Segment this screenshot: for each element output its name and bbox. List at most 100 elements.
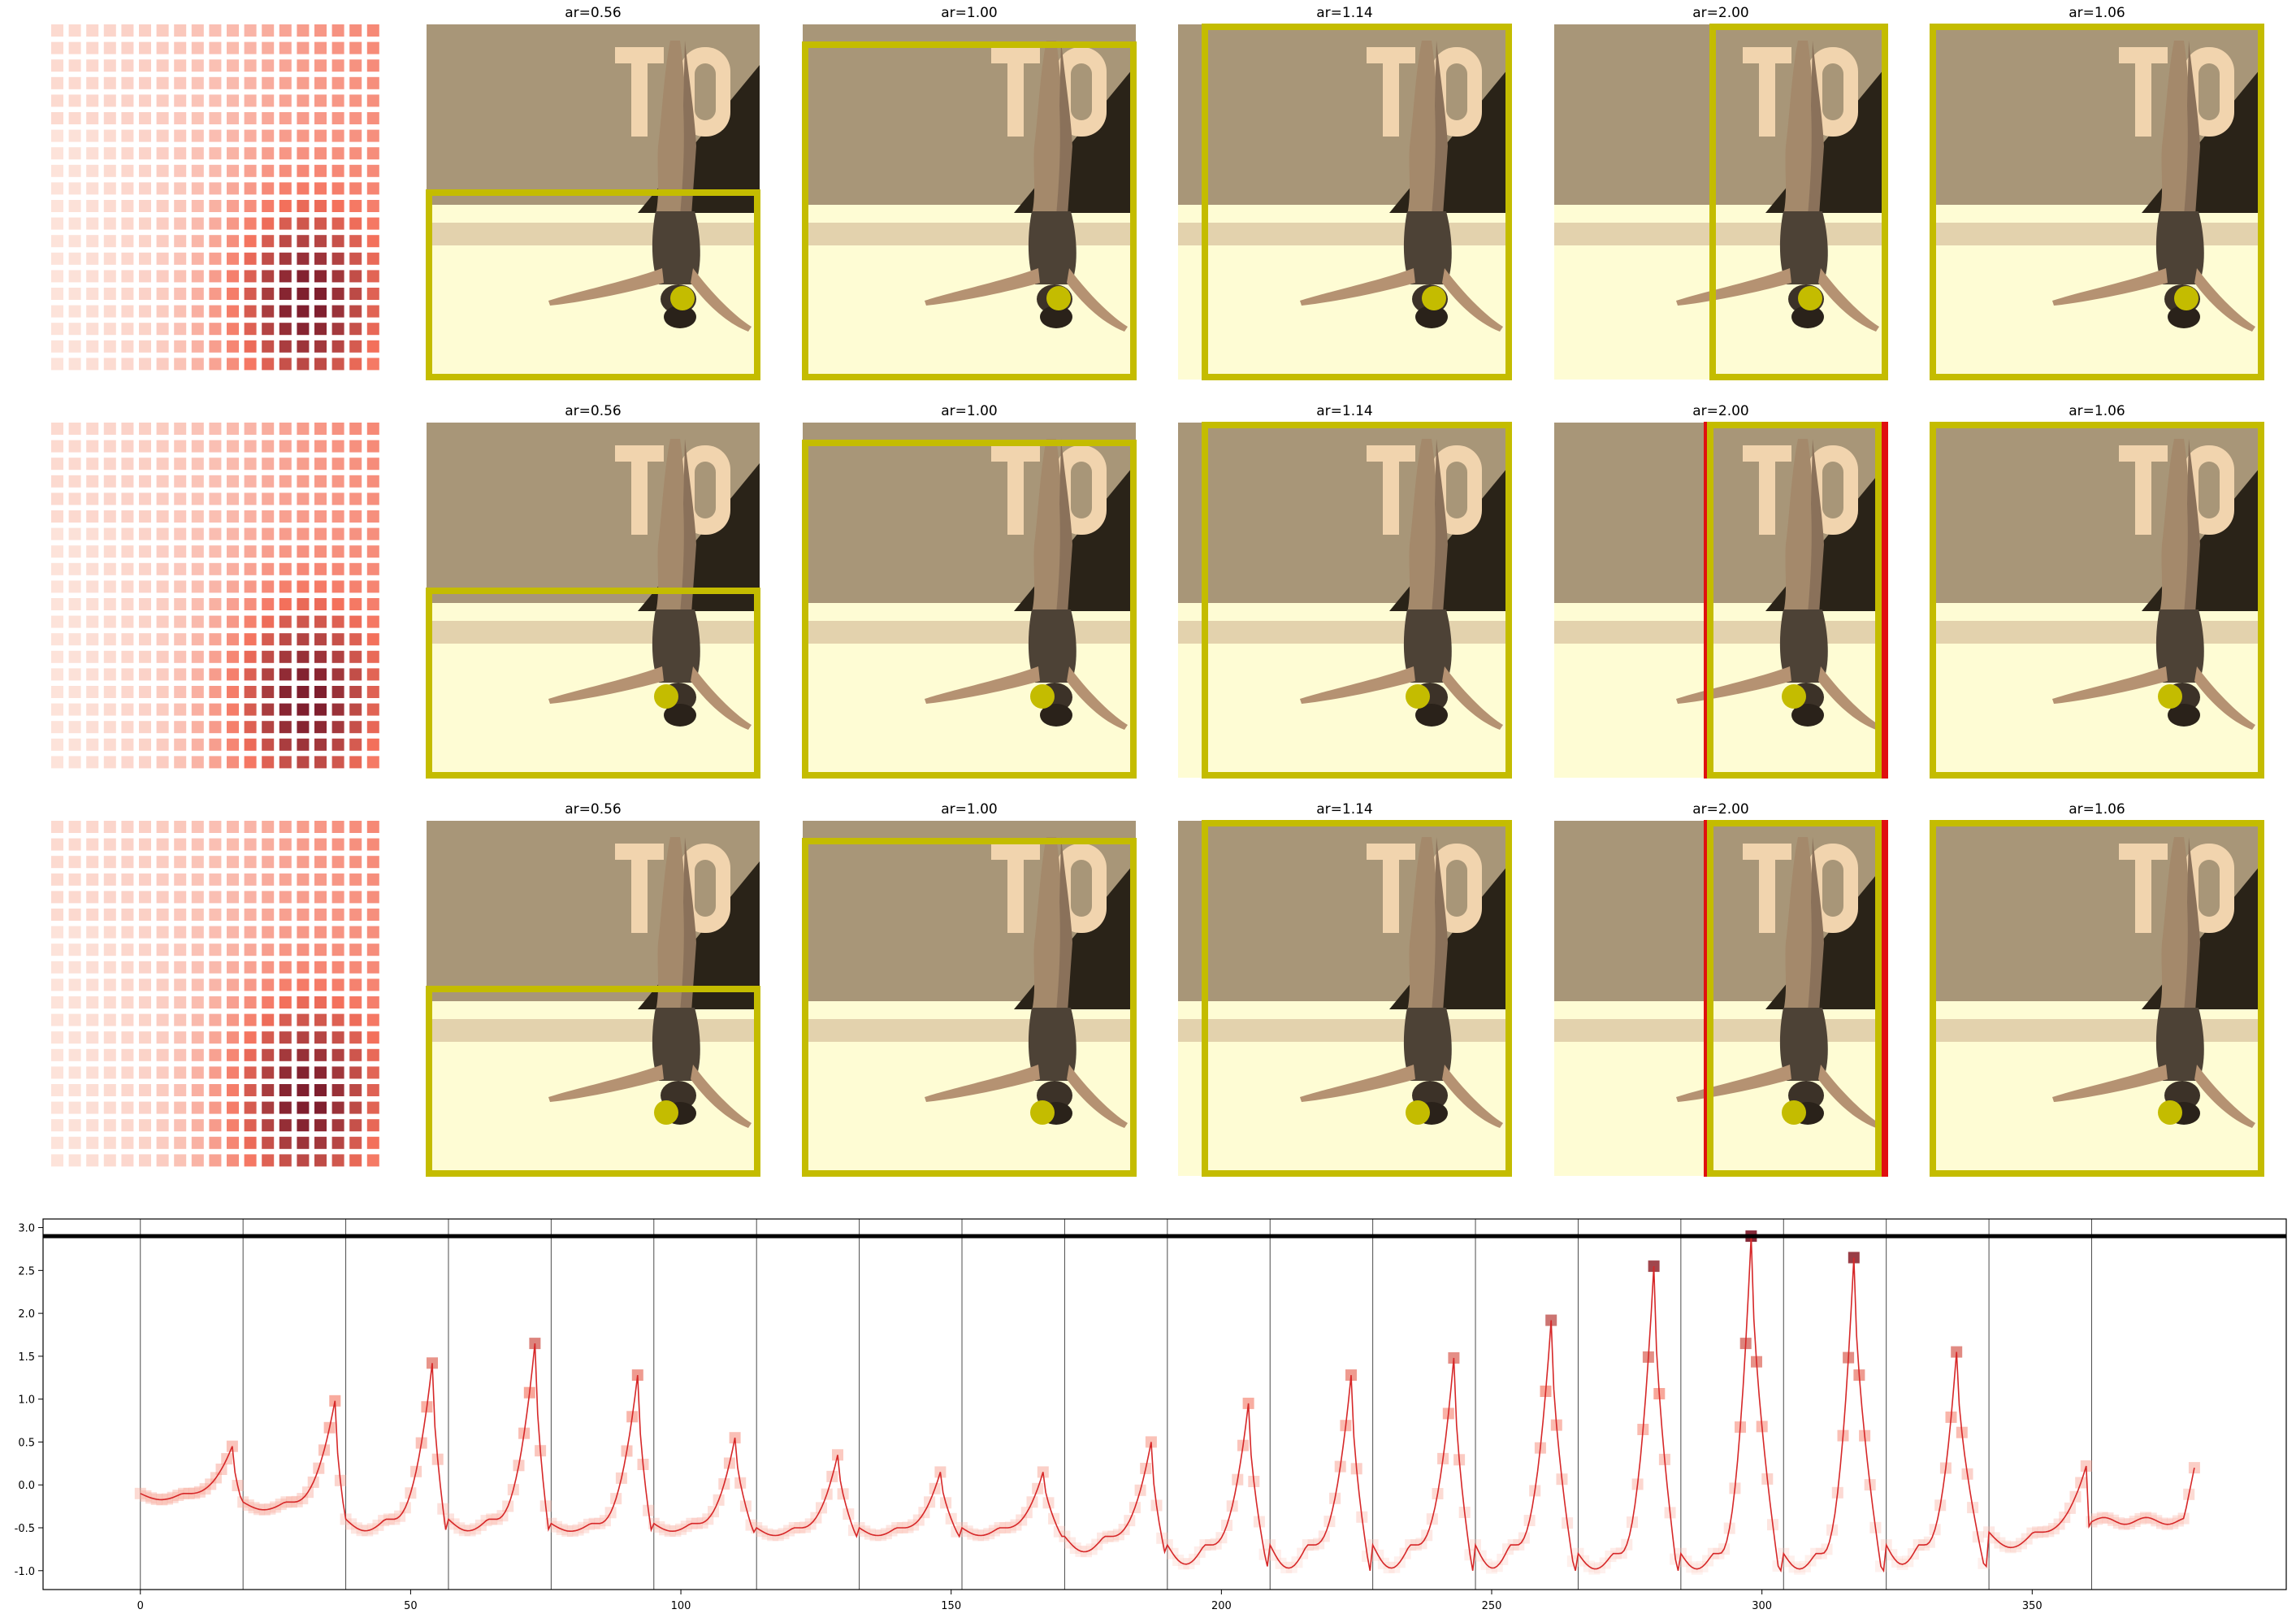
heatmap-cell [139, 59, 151, 72]
photo-panel: ar=2.00 [1554, 5, 1888, 380]
heatmap-cell [68, 1119, 81, 1132]
heatmap-cell [209, 217, 222, 230]
heatmap-cell [209, 112, 222, 124]
heatmap-cell [227, 1136, 239, 1149]
heatmap-cell [209, 527, 222, 540]
heatmap-cell [262, 323, 275, 336]
heatmap-cell [68, 147, 81, 160]
heatmap-cell [297, 996, 310, 1009]
heatmap-cell [331, 909, 344, 921]
heatmap-cell [68, 943, 81, 956]
heatmap-cell [314, 703, 327, 716]
heatmap-cell [227, 996, 239, 1009]
heatmap-cell [227, 961, 239, 974]
heatmap-cell [51, 650, 63, 663]
heatmap-cell [209, 41, 222, 54]
heatmap-cell [349, 59, 362, 72]
heatmap-cell [86, 580, 99, 593]
heatmap-cell [121, 458, 134, 471]
floor-stripe [1178, 1019, 1511, 1042]
heatmap-cell [349, 510, 362, 523]
heatmap-cell [103, 305, 116, 318]
heatmap-cell [121, 182, 134, 195]
heatmap-cell [314, 41, 327, 54]
heatmap-cell [366, 838, 379, 851]
heatmap-cell [262, 1136, 275, 1149]
heatmap-cell [103, 94, 116, 107]
heatmap-cell [227, 703, 239, 716]
heatmap-cell [191, 580, 204, 593]
heatmap-cell [297, 738, 310, 751]
heatmap-cell [297, 1119, 310, 1132]
heatmap-cell [156, 323, 169, 336]
heatmap-cell [121, 147, 134, 160]
heatmap-cell [174, 598, 187, 610]
heatmap-cell [103, 527, 116, 540]
heatmap-cell [314, 147, 327, 160]
heatmap-cell [244, 423, 257, 435]
heatmap-cell [314, 76, 327, 89]
photo-panel: ar=1.14 [1178, 403, 1512, 779]
x-tick-label: 150 [941, 1600, 961, 1612]
heatmap-cell [227, 252, 239, 265]
heatmap-cell [366, 1066, 379, 1079]
heatmap-cell [331, 510, 344, 523]
heatmap-cell [279, 288, 292, 300]
heatmap-cell [156, 650, 169, 663]
heatmap-cell [86, 147, 99, 160]
heatmap-cell [209, 891, 222, 904]
heatmap-cell [121, 41, 134, 54]
heatmap-cell [174, 510, 187, 523]
heatmap-cell [68, 580, 81, 593]
heatmap-cell [366, 926, 379, 939]
heatmap-cell [262, 270, 275, 283]
heatmap-cell [139, 615, 151, 628]
heatmap-cell [139, 545, 151, 558]
heatmap-cell [209, 1119, 222, 1132]
heatmap-cell [314, 756, 327, 769]
heatmap-cell [51, 598, 63, 610]
heatmap-cell [68, 615, 81, 628]
heatmap-cell [349, 633, 362, 646]
heatmap-cell [209, 996, 222, 1009]
heatmap-cell [121, 1066, 134, 1079]
heatmap-cell [86, 1084, 99, 1096]
heatmap-cell [244, 458, 257, 471]
y-tick-label: 0.5 [18, 1437, 35, 1449]
gymnast-figure [548, 41, 752, 332]
heatmap-cell [86, 721, 99, 734]
heatmap-cell [156, 252, 169, 265]
heatmap-cell [227, 686, 239, 698]
heatmap-cell [174, 164, 187, 177]
heatmap-cell [366, 59, 379, 72]
heatmap-cell [191, 440, 204, 453]
heatmap-cell [51, 59, 63, 72]
heatmap-cell [191, 129, 204, 142]
heatmap-cell [103, 440, 116, 453]
gymnast-figure [548, 439, 752, 730]
heatmap-cell [331, 598, 344, 610]
heatmap-cell [103, 340, 116, 353]
heatmap-cell [331, 943, 344, 956]
heatmap-cell [244, 235, 257, 248]
heatmap-cell [244, 1119, 257, 1132]
heatmap-cell [349, 182, 362, 195]
heatmap-cell [191, 147, 204, 160]
panel-title: ar=1.14 [1316, 403, 1373, 419]
heatmap-cell [68, 340, 81, 353]
heatmap-cell [366, 978, 379, 991]
heatmap-cell [51, 182, 63, 195]
heatmap-cell [139, 217, 151, 230]
heatmap-cell [366, 527, 379, 540]
heatmap-cell [227, 598, 239, 610]
photo-panel: ar=1.14 [1178, 5, 1512, 380]
heatmap-cell [103, 1119, 116, 1132]
heatmap-cell [209, 668, 222, 681]
heatmap-cell [209, 580, 222, 593]
bounding-box [802, 440, 1137, 779]
heatmap-cell [297, 926, 310, 939]
heatmap-cell [331, 475, 344, 488]
heatmap-cell [68, 305, 81, 318]
heatmap-cell [209, 423, 222, 435]
heatmap-cell [314, 1013, 327, 1026]
